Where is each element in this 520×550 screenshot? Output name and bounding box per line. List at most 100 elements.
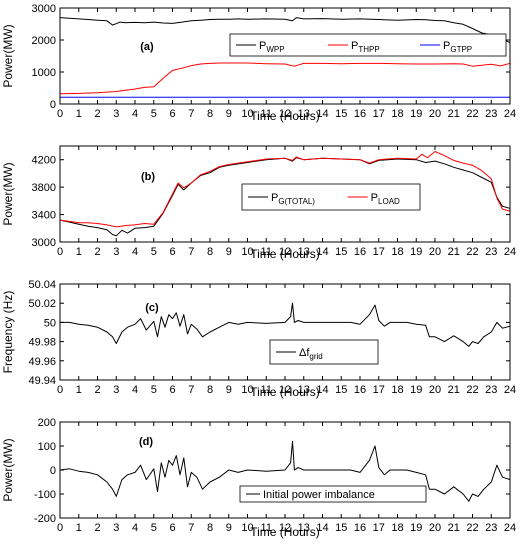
x-tick-label: 14: [316, 522, 328, 534]
x-tick-label: 10: [241, 384, 253, 396]
x-tick-label: 10: [241, 246, 253, 258]
x-tick-label: 8: [207, 246, 213, 258]
x-tick-label: 5: [151, 108, 157, 120]
x-tick-label: 3: [113, 384, 119, 396]
series-line-2-0: [60, 302, 511, 347]
x-tick-label: 12: [279, 246, 291, 258]
chart-panel-1: 0 1 2 3 4 5 6 7 8 9 10 11 12 13 14 15 16 17 18 19 20 21 22 23 24…: [1, 145, 516, 261]
x-axis-title: Time (Hours): [250, 109, 320, 123]
x-tick-label: 23: [485, 108, 497, 120]
x-tick-label: 15: [335, 522, 347, 534]
x-tick-label: 17: [373, 108, 385, 120]
x-tick-label: 1: [76, 522, 82, 534]
x-tick-label: 6: [169, 384, 175, 396]
x-tick-label: 22: [466, 384, 478, 396]
y-axis-title: Power(MW): [1, 438, 15, 501]
x-tick-label: 4: [132, 522, 138, 534]
x-tick-label: 9: [226, 108, 232, 120]
x-tick-label: 10: [241, 522, 253, 534]
x-tick-label: 24: [504, 384, 516, 396]
x-tick-label: 23: [485, 522, 497, 534]
y-tick-label: 49.96: [28, 356, 56, 368]
x-tick-label: 16: [354, 522, 366, 534]
x-tick-label: 14: [316, 108, 328, 120]
legend-label: PGTPP: [443, 40, 472, 54]
x-tick-label: 1: [76, 246, 82, 258]
x-tick-label: 16: [354, 246, 366, 258]
y-tick-label: 50.02: [28, 298, 56, 310]
legend-box: [269, 339, 379, 365]
x-tick-label: 7: [188, 384, 194, 396]
y-tick-label: 3000: [32, 237, 56, 249]
x-tick-label: 6: [169, 522, 175, 534]
x-tick-label: 8: [207, 108, 213, 120]
legend-label: PTHPP: [351, 40, 380, 54]
x-tick-label: 5: [151, 246, 157, 258]
x-tick-label: 15: [335, 108, 347, 120]
x-tick-label: 15: [335, 246, 347, 258]
x-tick-label: 11: [261, 384, 272, 396]
x-tick-label: 4: [132, 384, 138, 396]
x-tick-label: 0: [57, 246, 63, 258]
y-tick-label: 2000: [32, 35, 56, 47]
x-tick-label: 1: [76, 108, 82, 120]
x-tick-label: 3: [113, 522, 119, 534]
x-tick-label: 19: [410, 108, 422, 120]
x-axis-title: Time (Hours): [250, 525, 320, 539]
y-tick-label: 0: [50, 465, 56, 477]
y-tick-label: 1000: [32, 67, 56, 79]
x-tick-label: 19: [410, 246, 422, 258]
y-tick-label: 3400: [32, 210, 56, 222]
x-tick-label: 11: [261, 246, 272, 258]
x-tick-label: 9: [226, 522, 232, 534]
legend-label: Initial power imbalance: [263, 489, 375, 501]
x-tick-label: 0: [57, 384, 63, 396]
x-tick-label: 12: [279, 384, 291, 396]
x-tick-label: 4: [132, 108, 138, 120]
legend-label: PLOAD: [371, 192, 400, 206]
x-tick-label: 18: [391, 384, 403, 396]
x-tick-label: 24: [504, 522, 516, 534]
x-tick-label: 9: [226, 246, 232, 258]
x-tick-label: 11: [261, 522, 272, 534]
x-tick-label: 14: [316, 384, 328, 396]
plot-area-frame: [59, 283, 511, 381]
y-tick-label: 3800: [32, 182, 56, 194]
x-tick-label: 2: [94, 384, 100, 396]
series-line-0-1: [59, 62, 511, 95]
x-tick-label: 20: [429, 522, 441, 534]
x-tick-label: 7: [188, 246, 194, 258]
y-axis-title: Frequency (Hz): [1, 291, 15, 374]
y-tick-label: 50: [44, 317, 56, 329]
x-tick-label: 15: [335, 384, 347, 396]
legend-label: PWPP: [259, 40, 285, 54]
x-tick-label: 4: [132, 246, 138, 258]
x-tick-label: 21: [448, 522, 460, 534]
x-tick-label: 6: [169, 108, 175, 120]
y-tick-label: 200: [38, 417, 56, 429]
y-axis-title: Power(MW): [1, 24, 15, 87]
x-tick-label: 2: [94, 108, 100, 120]
x-tick-label: 13: [298, 246, 310, 258]
x-tick-label: 5: [151, 384, 157, 396]
x-tick-label: 16: [354, 108, 366, 120]
y-tick-label: 100: [38, 441, 56, 453]
x-tick-label: 17: [373, 246, 385, 258]
legend-box: [229, 33, 507, 57]
x-axis-title: Time (Hours): [250, 385, 320, 399]
legend-label: Δfgrid: [299, 347, 323, 361]
legend: PG(TOTAL) PLOAD: [241, 183, 421, 211]
x-tick-label: 1: [76, 384, 82, 396]
y-tick-label: -200: [34, 513, 56, 525]
y-tick-label: 4200: [32, 155, 56, 167]
x-tick-label: 21: [448, 108, 460, 120]
chart-panel-2: 0 1 2 3 4 5 6 7 8 9 10 11 12 13 14 15 16 17 18 19 20 21 22 23 24…: [1, 279, 516, 399]
x-tick-label: 12: [279, 522, 291, 534]
x-tick-label: 18: [391, 108, 403, 120]
legend: PWPP PTHPP PGTPP: [229, 33, 507, 57]
series-line-1-0: [59, 157, 511, 237]
panel-label: (d): [139, 436, 153, 448]
x-tick-label: 3: [113, 246, 119, 258]
legend: Δfgrid: [269, 339, 379, 365]
series-line-1-1: [59, 151, 511, 228]
